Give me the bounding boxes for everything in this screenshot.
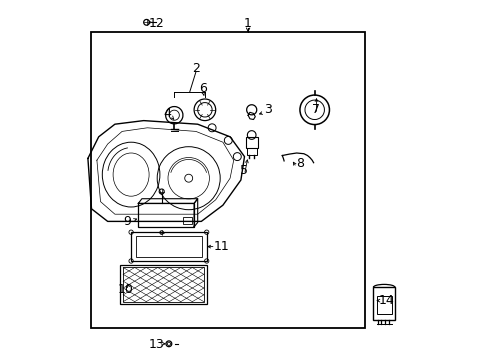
Text: 8: 8 <box>296 157 304 170</box>
Text: 1: 1 <box>244 17 251 30</box>
Bar <box>120 265 206 304</box>
Bar <box>91 32 365 328</box>
Bar <box>376 296 391 314</box>
Text: 10: 10 <box>118 283 133 296</box>
Bar <box>373 287 394 320</box>
Text: 6: 6 <box>199 82 206 95</box>
Bar <box>246 148 256 155</box>
Text: 4: 4 <box>163 107 171 120</box>
Text: 13: 13 <box>148 338 164 351</box>
Bar <box>131 232 206 261</box>
Bar <box>123 267 203 302</box>
Text: 5: 5 <box>240 165 248 177</box>
Text: 3: 3 <box>264 103 271 116</box>
Bar <box>136 236 202 257</box>
Bar <box>138 203 194 227</box>
Text: 7: 7 <box>312 103 320 116</box>
Bar <box>245 137 257 148</box>
Bar <box>183 217 192 224</box>
Text: 14: 14 <box>378 294 394 307</box>
Text: 2: 2 <box>192 62 200 75</box>
Text: 9: 9 <box>123 215 131 228</box>
Text: 12: 12 <box>148 17 164 30</box>
Text: 11: 11 <box>213 240 228 253</box>
